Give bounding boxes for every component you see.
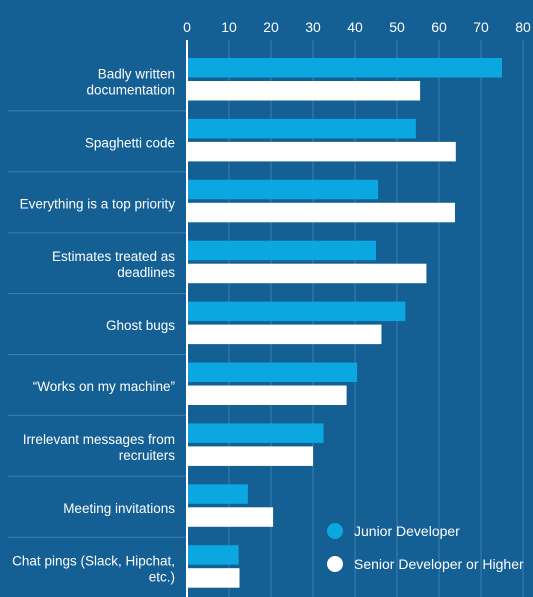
x-tick-label: 10 [221, 19, 237, 35]
bar-senior [187, 385, 347, 405]
x-tick-label: 50 [389, 19, 405, 35]
bar-senior [187, 263, 427, 284]
category-label-line: Spaghetti code [85, 135, 175, 150]
category-label: Ghost bugs [106, 318, 175, 333]
x-tick-label: 30 [305, 19, 321, 35]
category-label-line: documentation [86, 82, 175, 97]
category-label-line: Ghost bugs [106, 318, 175, 333]
x-tick-label: 40 [347, 19, 363, 35]
legend-swatch-junior [327, 523, 343, 539]
bar-senior [187, 324, 382, 345]
category-separators [8, 110, 187, 538]
legend-label-senior: Senior Developer or Higher [354, 556, 524, 572]
category-label: Spaghetti code [85, 135, 175, 150]
bars [187, 58, 502, 588]
category-label: Chat pings (Slack, Hipchat, etc.) [12, 554, 175, 585]
bar-junior [187, 301, 406, 322]
bar-junior [187, 240, 376, 261]
bar-junior [187, 423, 324, 443]
legend: Junior Developer Senior Developer or High… [327, 523, 524, 572]
x-tick-label: 0 [183, 19, 191, 35]
category-label-line: Everything is a top priority [20, 196, 176, 211]
category-label-line: etc.) [149, 570, 175, 585]
category-label-line: recruiters [119, 448, 176, 463]
category-label: Irrelevant messages from recruiters [23, 432, 176, 463]
category-labels: Badly written documentation Spaghetti code… [12, 66, 175, 584]
x-tick-label: 60 [431, 19, 447, 35]
x-tick-label: 80 [515, 19, 531, 35]
bar-junior [187, 58, 502, 78]
category-label-line: Badly written [98, 66, 175, 81]
category-label-line: deadlines [117, 265, 175, 280]
bar-senior [187, 141, 456, 162]
bar-junior [187, 484, 248, 504]
legend-label-junior: Junior Developer [354, 523, 460, 539]
category-label-line: Meeting invitations [63, 501, 175, 516]
bar-junior [187, 362, 358, 382]
category-label: Estimates treated as deadlines [52, 249, 175, 280]
category-label: Badly written documentation [86, 66, 175, 97]
bar-junior [187, 179, 379, 200]
x-tick-label: 20 [263, 19, 279, 35]
bar-senior [187, 446, 313, 466]
bar-senior [187, 202, 455, 223]
bar-junior [187, 118, 416, 139]
x-tick-label: 70 [473, 19, 489, 35]
bar-senior [187, 81, 421, 101]
bar-junior [187, 545, 239, 565]
bar-senior [187, 568, 240, 588]
category-label-line: Estimates treated as [52, 249, 175, 264]
category-label: “Works on my machine” [33, 379, 175, 394]
category-label-line: Chat pings (Slack, Hipchat, [12, 554, 175, 569]
category-label: Meeting invitations [63, 501, 175, 516]
x-tick-labels: 0 10 20 30 40 50 60 70 80 [183, 19, 531, 35]
category-label: Everything is a top priority [20, 196, 176, 211]
legend-swatch-senior [327, 556, 343, 572]
category-label-line: “Works on my machine” [33, 379, 175, 394]
bar-senior [187, 507, 274, 527]
category-label-line: Irrelevant messages from [23, 432, 175, 447]
